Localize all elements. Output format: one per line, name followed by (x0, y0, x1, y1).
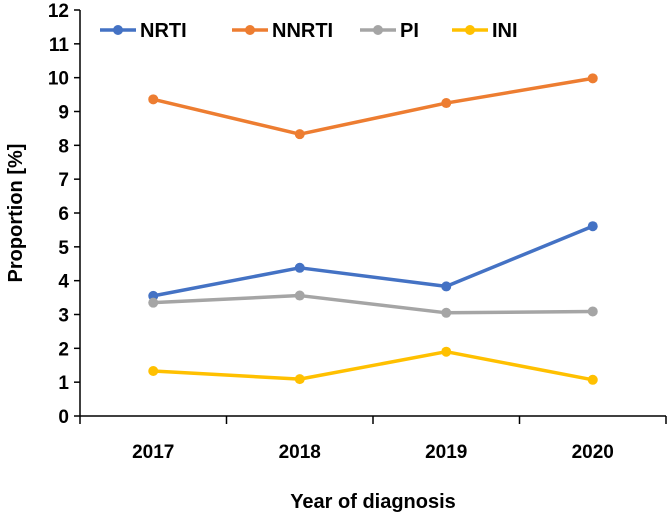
legend-item-nnrti: NNRTI (232, 20, 333, 42)
data-point (441, 98, 452, 109)
legend: NRTI NNRTI PI INI (100, 20, 518, 42)
y-tick-label: 10 (48, 69, 69, 90)
legend-swatch-marker (465, 25, 475, 35)
legend-item-ini: INI (452, 20, 518, 42)
series-nnrti (148, 73, 598, 140)
legend-label: NNRTI (272, 20, 333, 42)
y-tick-label: 2 (58, 339, 69, 360)
y-tick-label: 3 (58, 306, 69, 327)
data-point (441, 307, 452, 318)
data-point (148, 94, 159, 105)
data-point (148, 297, 159, 308)
data-point (441, 346, 452, 357)
y-tick-label: 1 (58, 373, 69, 394)
x-axis: 2017 2018 2019 2020 (79, 415, 667, 463)
x-tick-label: 2020 (572, 442, 614, 463)
x-axis-title: Year of diagnosis (290, 491, 456, 513)
series-pi (148, 290, 598, 318)
data-point (587, 306, 598, 317)
y-tick-label: 8 (58, 136, 69, 157)
data-point (587, 374, 598, 385)
legend-label: NRTI (140, 20, 187, 42)
y-tick-label: 11 (49, 35, 70, 56)
y-tick-label: 7 (58, 170, 69, 191)
legend-swatch-marker (373, 25, 383, 35)
series-line-ini (153, 349, 594, 382)
y-axis-title: Proportion [%] (5, 144, 27, 283)
series-nrti (148, 221, 598, 301)
legend-item-pi: PI (360, 20, 419, 42)
legend-swatch-marker (113, 25, 123, 35)
series-layer (148, 73, 598, 385)
legend-swatch-marker (245, 25, 255, 35)
series-ini (148, 346, 598, 385)
x-tick-label: 2018 (279, 442, 321, 463)
data-point (587, 221, 598, 232)
data-point (148, 366, 159, 377)
data-point (294, 129, 305, 140)
legend-label: PI (400, 20, 419, 42)
data-point (441, 281, 452, 292)
y-tick-label: 4 (58, 272, 69, 293)
y-tick-label: 6 (58, 204, 69, 225)
y-tick-label: 12 (48, 1, 69, 22)
x-tick-label: 2019 (425, 442, 467, 463)
y-tick-label: 0 (58, 407, 69, 428)
x-tick-label: 2017 (132, 442, 174, 463)
legend-item-nrti: NRTI (100, 20, 187, 42)
data-point (587, 73, 598, 84)
series-line-nnrti (152, 76, 594, 136)
series-line-pi (153, 293, 593, 315)
legend-label: INI (492, 20, 518, 42)
data-point (294, 374, 305, 385)
y-tick-label: 9 (58, 103, 69, 124)
y-tick-label: 5 (58, 238, 69, 259)
data-point (294, 290, 305, 301)
series-line-nrti (152, 224, 594, 298)
data-point (294, 262, 305, 273)
